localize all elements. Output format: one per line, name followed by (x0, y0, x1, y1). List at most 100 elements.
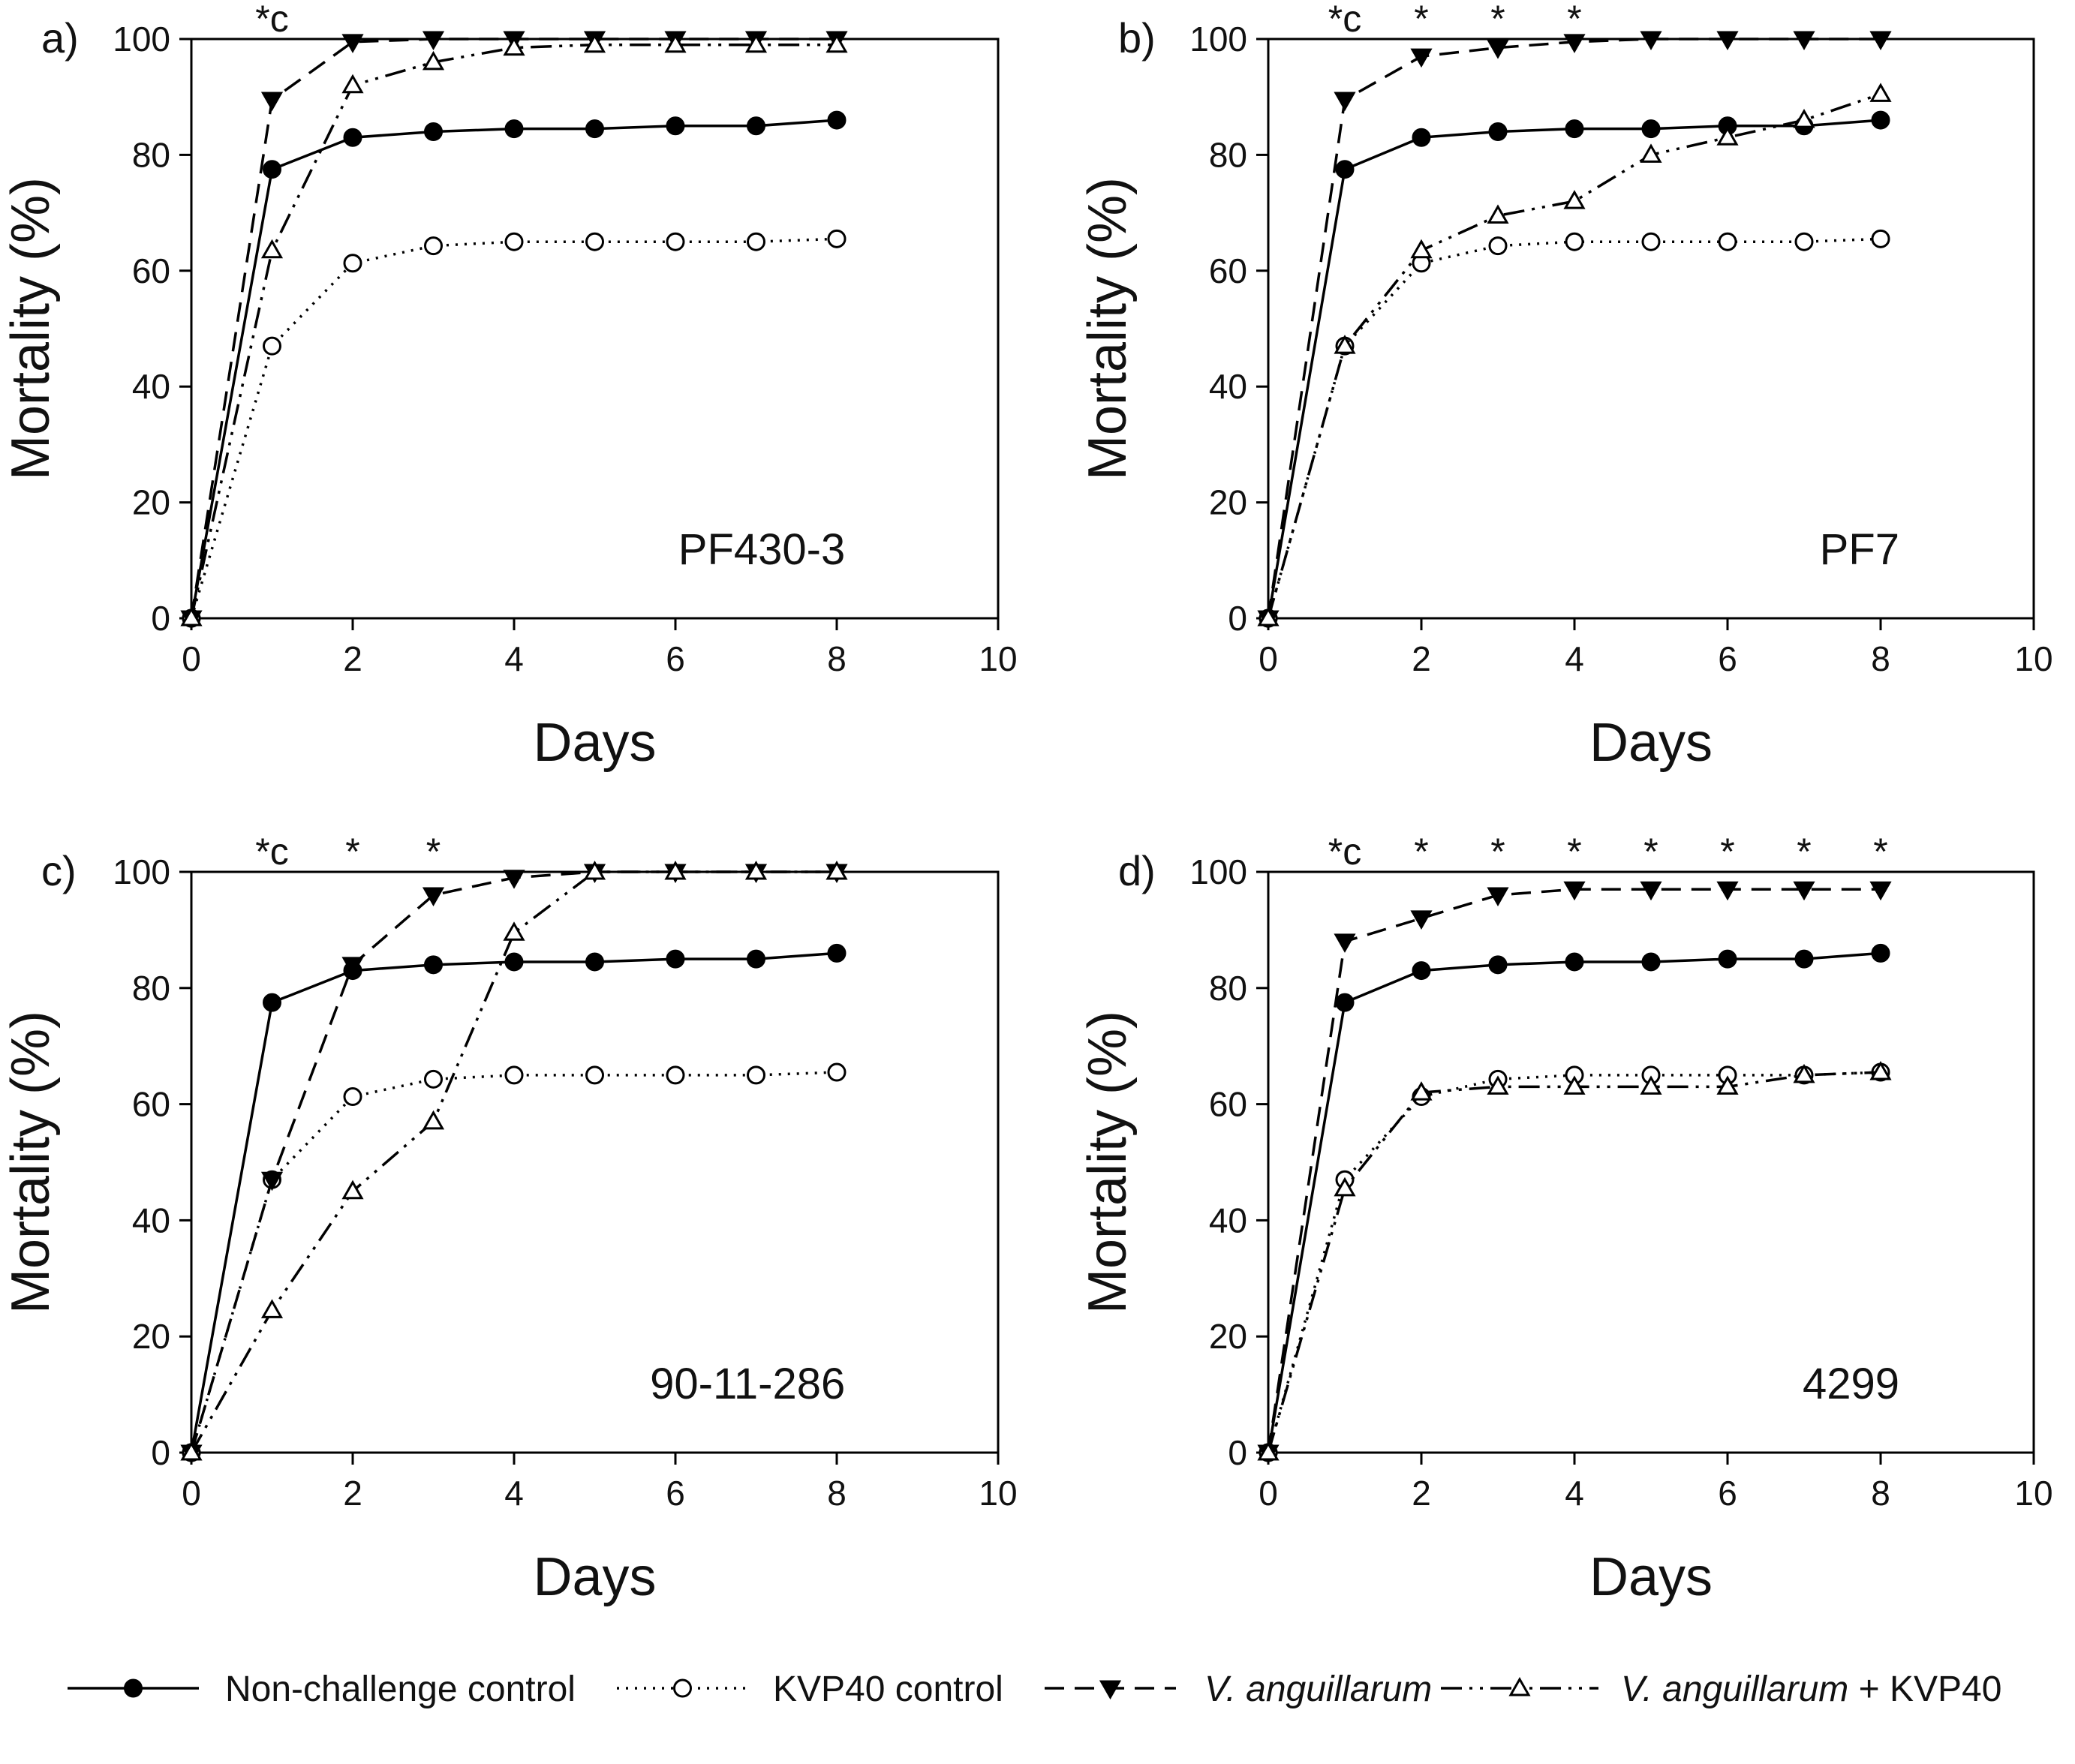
significance-marker: * (1567, 831, 1581, 873)
data-point (1794, 949, 1814, 969)
data-point (585, 119, 604, 139)
data-point (1410, 910, 1433, 930)
y-tick-label: 100 (113, 852, 170, 891)
data-point (1640, 31, 1662, 51)
legend-label-italic: V. anguillarum (1621, 1669, 1848, 1709)
y-tick-label: 20 (1209, 483, 1247, 522)
y-axis-title: Mortality (%) (1078, 1011, 1138, 1314)
data-point (1487, 887, 1509, 906)
series-line (190, 43, 837, 619)
y-tick-label: 60 (1209, 251, 1247, 290)
significance-marker: *c (255, 831, 288, 873)
data-point (260, 1171, 284, 1192)
x-tick-label: 6 (666, 1474, 685, 1513)
data-point (1334, 92, 1356, 112)
x-tick-label: 8 (1871, 639, 1890, 678)
data-point (583, 860, 606, 880)
legend-marker (1508, 1676, 1531, 1696)
data-point (747, 949, 765, 969)
x-tick-label: 0 (1259, 639, 1278, 678)
data-point (263, 993, 281, 1012)
data-point (1793, 1063, 1815, 1083)
significance-marker: * (426, 831, 441, 873)
data-point (1335, 993, 1355, 1012)
data-point (263, 336, 281, 356)
series-non_challenge (182, 110, 847, 628)
data-point (747, 232, 765, 251)
y-tick-label: 0 (151, 1433, 170, 1472)
data-point (1488, 122, 1508, 142)
data-point (1793, 31, 1815, 51)
series-line (1267, 92, 1881, 619)
significance-marker: * (345, 831, 359, 873)
y-tick-label: 20 (132, 1317, 170, 1356)
x-axis-title: Days (1589, 1547, 1713, 1607)
data-point (1488, 236, 1508, 256)
data-point (1487, 40, 1509, 59)
significance-marker: * (1720, 831, 1734, 873)
y-tick-label: 0 (1228, 1433, 1247, 1472)
data-point (747, 116, 765, 136)
x-tick-label: 4 (1565, 639, 1584, 678)
series-kvp40 (182, 229, 847, 628)
data-point (585, 1065, 604, 1085)
data-point (1565, 119, 1584, 139)
significance-marker: * (1643, 831, 1658, 873)
data-point (1257, 606, 1280, 627)
legend-label: V. anguillarum (1204, 1669, 1432, 1709)
x-tick-label: 2 (1412, 639, 1431, 678)
y-axis-title: Mortality (%) (1, 1011, 61, 1314)
legend-label-suffix: + KVP40 (1848, 1669, 2001, 1709)
significance-marker: * (1873, 831, 1887, 873)
data-point (1871, 229, 1890, 248)
data-point (1794, 232, 1814, 251)
data-point (504, 952, 524, 972)
data-point (827, 1062, 847, 1082)
strain-label: 4299 (1803, 1360, 1899, 1408)
data-point (341, 34, 364, 53)
data-point (180, 606, 203, 627)
legend-label-text: KVP40 control (773, 1669, 1003, 1709)
y-tick-label: 80 (1209, 969, 1247, 1008)
data-point (424, 236, 443, 256)
legend-entry-kvp40: KVP40 control (617, 1669, 1003, 1709)
data-point (503, 36, 525, 56)
data-point (1410, 239, 1433, 259)
x-tick-label: 6 (666, 639, 685, 678)
data-point (1412, 961, 1431, 981)
significance-marker: * (1414, 831, 1428, 873)
data-point (1334, 1177, 1356, 1197)
series-kvp40 (1259, 1062, 1890, 1462)
y-tick-label: 0 (1228, 599, 1247, 638)
data-point (1410, 1081, 1433, 1101)
series-vang_kvp40 (1257, 83, 1892, 627)
data-point (503, 870, 525, 889)
data-point (744, 860, 768, 880)
strain-label: 90-11-286 (650, 1360, 845, 1408)
data-point (1487, 1075, 1509, 1095)
panel-letter: b) (1118, 14, 1156, 62)
data-point (1640, 143, 1662, 163)
series-line (1267, 951, 1881, 1453)
data-point (422, 50, 445, 71)
y-tick-label: 80 (132, 135, 170, 174)
data-point (1488, 955, 1508, 975)
y-tick-label: 60 (1209, 1085, 1247, 1124)
x-tick-label: 6 (1718, 1474, 1737, 1513)
y-tick-label: 40 (132, 367, 170, 406)
data-point (504, 232, 524, 251)
x-tick-label: 0 (182, 1474, 201, 1513)
data-point (666, 949, 685, 969)
y-tick-label: 100 (1189, 852, 1247, 891)
data-point (260, 1299, 284, 1318)
data-point (422, 887, 445, 906)
data-point (1869, 1061, 1892, 1080)
data-point (343, 128, 362, 147)
y-tick-label: 60 (132, 251, 170, 290)
data-point (1641, 119, 1661, 139)
data-point (1640, 1075, 1662, 1095)
x-axis-title: Days (533, 1547, 656, 1607)
data-point (1565, 232, 1584, 251)
legend-entry-vang_kvp40: V. anguillarum + KVP40 (1441, 1669, 2001, 1709)
